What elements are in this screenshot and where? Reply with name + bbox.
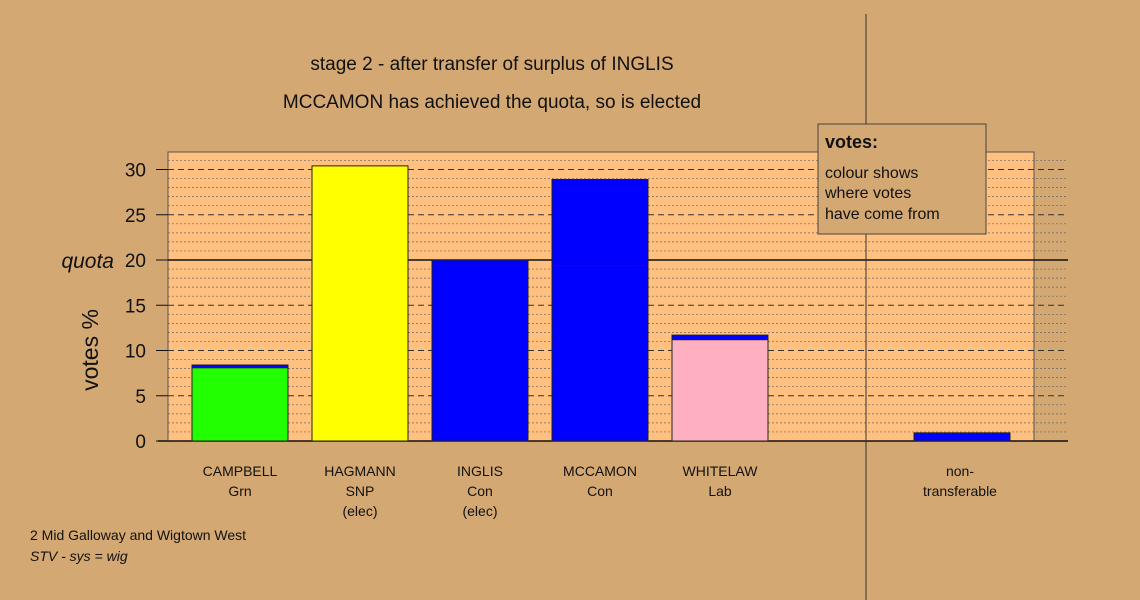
bar-nontransferable [913,432,1011,442]
legend-line-3: have come from [825,206,940,223]
bar-mccamon [551,264,649,442]
bar-transfer-whitelaw [671,334,769,341]
category-label-hagmann-line: HAGMANN [324,463,396,479]
category-label-whitelaw-line: WHITELAW [683,463,759,479]
legend-box [817,123,987,235]
y-tick-label: 30 [125,161,146,182]
legend: votes: colour shows where votes have com… [817,123,987,235]
y-axis: 0 5 10 15 20 25 30 quota [61,161,168,453]
category-label-hagmann-line: (elec) [342,503,377,519]
footer-constituency: 2 Mid Galloway and Wigtown West [30,527,246,543]
y-tick-label: 10 [125,342,146,363]
category-labels: CAMPBELL Grn HAGMANN SNP (elec) INGLIS Con (ele… [203,463,998,519]
bar-inglis [431,259,529,442]
bar-transfer-mccamon [551,178,649,266]
category-label-campbell-line: Grn [228,483,251,499]
bar-hagmann [311,165,409,442]
y-axis-label: votes % [77,309,103,391]
category-label-campbell-line: CAMPBELL [203,463,278,479]
bar-transfer-campbell [191,364,289,369]
bars [191,165,1011,442]
category-label-nontransferable-line: transferable [923,483,997,499]
legend-line-2: where votes [824,185,911,202]
category-label-mccamon-line: MCCAMON [563,463,637,479]
category-label-inglis-line: Con [467,483,493,499]
y-tick-label: 20 [125,251,146,272]
chart-title: stage 2 - after transfer of surplus of I… [310,54,673,75]
category-label-nontransferable-line: non- [946,463,974,479]
category-label-inglis-line: (elec) [462,503,497,519]
y-tick-label: 0 [135,432,146,453]
quota-label: quota [61,250,114,273]
category-label-hagmann-line: SNP [346,483,375,499]
footer-system: STV - sys = wig [30,548,128,564]
legend-line-1: colour shows [825,165,918,182]
category-label-whitelaw-line: Lab [708,483,732,499]
bar-whitelaw [671,339,769,442]
category-label-mccamon-line: Con [587,483,613,499]
y-tick-label: 25 [125,206,146,227]
category-label-inglis-line: INGLIS [457,463,503,479]
bar-campbell [191,367,289,442]
legend-title: votes: [825,132,878,152]
y-tick-label: 15 [125,296,146,317]
chart-subtitle: MCCAMON has achieved the quota, so is el… [283,92,701,113]
y-tick-label: 5 [135,387,146,408]
